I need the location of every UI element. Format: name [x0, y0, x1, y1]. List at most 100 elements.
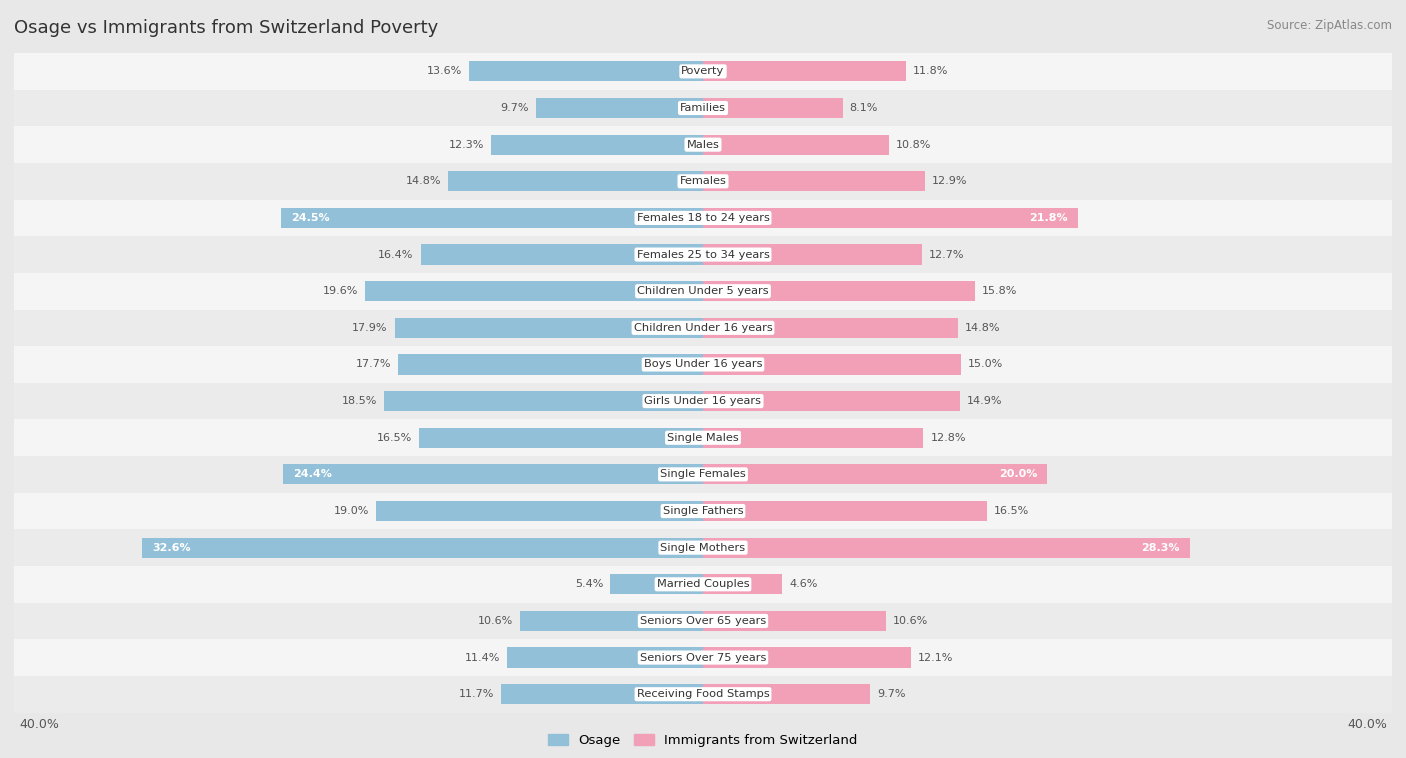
Bar	[375, 501, 703, 521]
Bar	[703, 647, 911, 668]
Text: 12.1%: 12.1%	[918, 653, 953, 662]
Text: 5.4%: 5.4%	[575, 579, 603, 589]
Text: 4.6%: 4.6%	[789, 579, 817, 589]
FancyBboxPatch shape	[14, 346, 1392, 383]
Bar	[468, 61, 703, 81]
Bar	[703, 575, 782, 594]
Bar	[703, 318, 957, 338]
Text: 12.8%: 12.8%	[931, 433, 966, 443]
Bar	[703, 611, 886, 631]
FancyBboxPatch shape	[14, 127, 1392, 163]
Text: 9.7%: 9.7%	[877, 689, 905, 699]
Text: 21.8%: 21.8%	[1029, 213, 1069, 223]
Bar	[703, 171, 925, 191]
Legend: Osage, Immigrants from Switzerland: Osage, Immigrants from Switzerland	[543, 728, 863, 752]
Text: 19.6%: 19.6%	[323, 287, 359, 296]
Bar	[520, 611, 703, 631]
Text: 14.8%: 14.8%	[965, 323, 1000, 333]
Text: 12.7%: 12.7%	[928, 249, 965, 259]
Text: 12.9%: 12.9%	[932, 177, 967, 186]
Bar	[703, 537, 1191, 558]
Text: Poverty: Poverty	[682, 67, 724, 77]
Text: 15.0%: 15.0%	[969, 359, 1004, 369]
FancyBboxPatch shape	[14, 383, 1392, 419]
Text: 14.8%: 14.8%	[406, 177, 441, 186]
Text: Single Fathers: Single Fathers	[662, 506, 744, 516]
FancyBboxPatch shape	[14, 273, 1392, 309]
Text: 11.4%: 11.4%	[464, 653, 499, 662]
Text: Osage vs Immigrants from Switzerland Poverty: Osage vs Immigrants from Switzerland Pov…	[14, 19, 439, 37]
Text: Married Couples: Married Couples	[657, 579, 749, 589]
Bar	[703, 208, 1078, 228]
Bar	[506, 647, 703, 668]
FancyBboxPatch shape	[14, 566, 1392, 603]
FancyBboxPatch shape	[14, 163, 1392, 199]
Text: 20.0%: 20.0%	[998, 469, 1038, 479]
Text: 16.5%: 16.5%	[377, 433, 412, 443]
Text: 16.5%: 16.5%	[994, 506, 1029, 516]
Text: Single Mothers: Single Mothers	[661, 543, 745, 553]
FancyBboxPatch shape	[14, 603, 1392, 639]
Text: 10.8%: 10.8%	[896, 139, 931, 149]
Bar	[703, 355, 962, 374]
Bar	[703, 61, 907, 81]
Bar	[366, 281, 703, 301]
Text: Girls Under 16 years: Girls Under 16 years	[644, 396, 762, 406]
Bar	[384, 391, 703, 411]
Text: Seniors Over 65 years: Seniors Over 65 years	[640, 616, 766, 626]
FancyBboxPatch shape	[14, 53, 1392, 89]
Bar	[703, 391, 960, 411]
Bar	[703, 428, 924, 448]
FancyBboxPatch shape	[14, 309, 1392, 346]
Text: Females: Females	[679, 177, 727, 186]
Bar	[419, 428, 703, 448]
Text: 9.7%: 9.7%	[501, 103, 529, 113]
Text: 24.4%: 24.4%	[292, 469, 332, 479]
Bar	[703, 98, 842, 118]
Text: Single Males: Single Males	[666, 433, 740, 443]
Bar	[536, 98, 703, 118]
Bar	[281, 208, 703, 228]
Text: Children Under 16 years: Children Under 16 years	[634, 323, 772, 333]
Text: 11.8%: 11.8%	[912, 67, 949, 77]
Text: 10.6%: 10.6%	[893, 616, 928, 626]
Bar	[610, 575, 703, 594]
Text: 13.6%: 13.6%	[426, 67, 461, 77]
Text: Children Under 5 years: Children Under 5 years	[637, 287, 769, 296]
Bar	[395, 318, 703, 338]
Text: Source: ZipAtlas.com: Source: ZipAtlas.com	[1267, 19, 1392, 32]
Text: Females 25 to 34 years: Females 25 to 34 years	[637, 249, 769, 259]
Bar	[703, 501, 987, 521]
Bar	[142, 537, 703, 558]
Bar	[703, 135, 889, 155]
FancyBboxPatch shape	[14, 419, 1392, 456]
FancyBboxPatch shape	[14, 639, 1392, 676]
FancyBboxPatch shape	[14, 236, 1392, 273]
FancyBboxPatch shape	[14, 89, 1392, 127]
Text: Single Females: Single Females	[661, 469, 745, 479]
Text: Families: Families	[681, 103, 725, 113]
Bar	[491, 135, 703, 155]
Bar	[703, 465, 1047, 484]
Text: 24.5%: 24.5%	[291, 213, 330, 223]
Text: 40.0%: 40.0%	[20, 718, 59, 731]
Text: Males: Males	[686, 139, 720, 149]
FancyBboxPatch shape	[14, 493, 1392, 529]
Text: 14.9%: 14.9%	[966, 396, 1002, 406]
Text: 15.8%: 15.8%	[981, 287, 1018, 296]
Bar	[283, 465, 703, 484]
Text: Seniors Over 75 years: Seniors Over 75 years	[640, 653, 766, 662]
Bar	[703, 281, 976, 301]
Text: Boys Under 16 years: Boys Under 16 years	[644, 359, 762, 369]
FancyBboxPatch shape	[14, 529, 1392, 566]
Text: Receiving Food Stamps: Receiving Food Stamps	[637, 689, 769, 699]
Text: 18.5%: 18.5%	[342, 396, 377, 406]
Text: 11.7%: 11.7%	[460, 689, 495, 699]
Text: 17.9%: 17.9%	[353, 323, 388, 333]
Text: 40.0%: 40.0%	[1347, 718, 1386, 731]
Text: 8.1%: 8.1%	[849, 103, 877, 113]
Bar	[502, 684, 703, 704]
FancyBboxPatch shape	[14, 456, 1392, 493]
Text: Females 18 to 24 years: Females 18 to 24 years	[637, 213, 769, 223]
Text: 12.3%: 12.3%	[449, 139, 484, 149]
